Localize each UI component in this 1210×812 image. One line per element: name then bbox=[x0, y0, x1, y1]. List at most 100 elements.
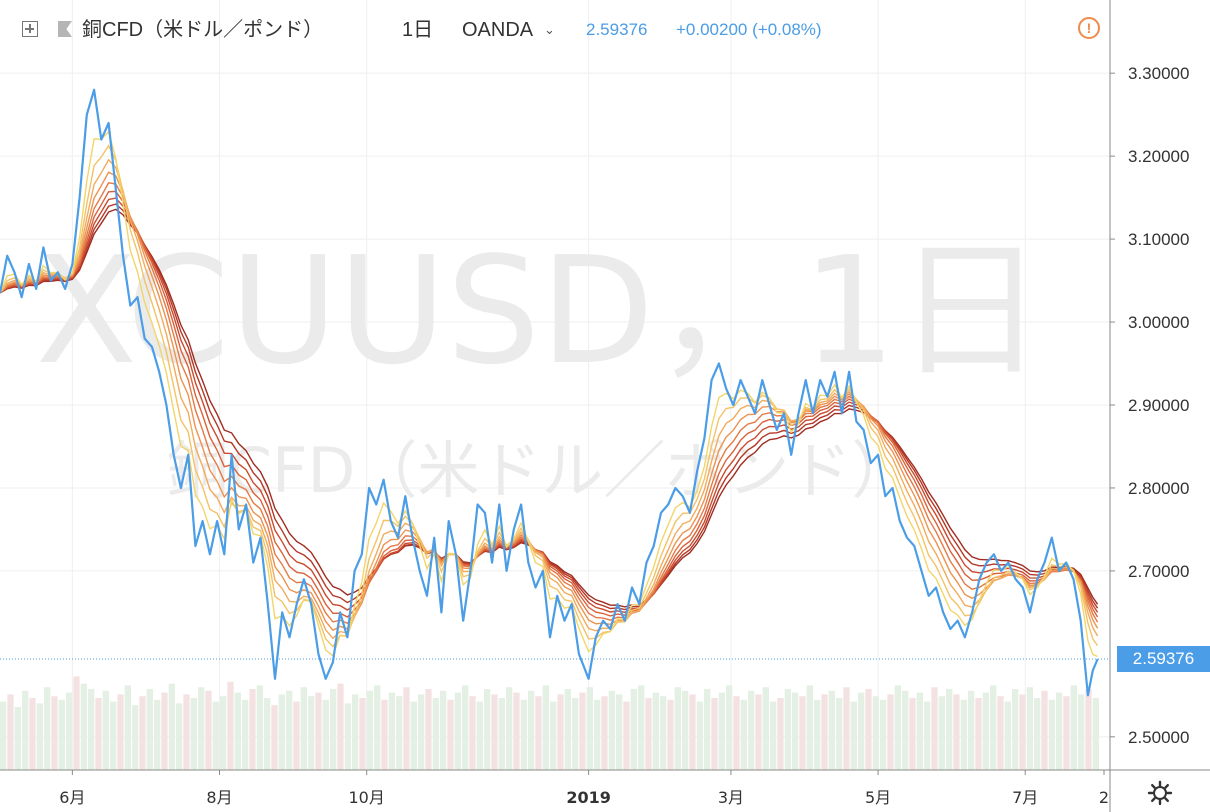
volume-bar bbox=[645, 698, 652, 770]
volume-bar bbox=[1026, 687, 1033, 770]
volume-bar bbox=[586, 687, 593, 770]
y-tick-label: 3.30000 bbox=[1128, 64, 1189, 83]
volume-bar bbox=[792, 692, 799, 770]
volume-bar bbox=[491, 694, 498, 770]
volume-bar bbox=[894, 685, 901, 770]
volume-bar bbox=[344, 703, 351, 770]
volume-bar bbox=[953, 694, 960, 770]
volume-bar bbox=[542, 685, 549, 770]
volume-bar bbox=[359, 698, 366, 770]
volume-bar bbox=[711, 698, 718, 770]
volume-bar bbox=[0, 701, 7, 770]
volume-bar bbox=[198, 687, 205, 770]
alert-circle-icon[interactable]: ! bbox=[1078, 17, 1100, 39]
volume-bar bbox=[139, 696, 146, 770]
volume-bar bbox=[212, 701, 219, 770]
volume-bar bbox=[909, 698, 916, 770]
volume-bar bbox=[535, 696, 542, 770]
volume-bar bbox=[498, 698, 505, 770]
gear-icon[interactable] bbox=[1147, 780, 1173, 806]
volume-bar bbox=[982, 692, 989, 770]
volume-bar bbox=[102, 690, 109, 770]
volume-bar bbox=[623, 701, 630, 770]
volume-bar bbox=[572, 698, 579, 770]
volume-bar bbox=[168, 683, 175, 770]
volume-bar bbox=[850, 701, 857, 770]
ma-line-25 bbox=[0, 171, 1099, 632]
volume-bar bbox=[462, 685, 469, 770]
volume-bar bbox=[630, 689, 637, 770]
volume-bar bbox=[264, 698, 271, 770]
symbol-label[interactable]: 銅CFD（米ドル／ポンド） bbox=[82, 19, 324, 41]
volume-bar bbox=[418, 694, 425, 770]
y-tick-label: 3.00000 bbox=[1128, 313, 1189, 332]
volume-bar bbox=[696, 701, 703, 770]
volume-bar bbox=[190, 698, 197, 770]
volume-bar bbox=[726, 685, 733, 770]
chevron-down-icon[interactable]: ⌄ bbox=[544, 22, 555, 37]
volume-bar bbox=[300, 687, 307, 770]
volume-bar bbox=[836, 698, 843, 770]
volume-bar bbox=[271, 705, 278, 770]
y-tick-label: 3.10000 bbox=[1128, 230, 1189, 249]
volume-bar bbox=[286, 690, 293, 770]
volume-bar bbox=[960, 699, 967, 770]
volume-bar bbox=[902, 690, 909, 770]
volume-bar bbox=[95, 698, 102, 770]
volume-bar bbox=[975, 698, 982, 770]
volume-bar bbox=[454, 692, 461, 770]
volume-bar bbox=[110, 701, 117, 770]
price-series bbox=[0, 88, 1099, 697]
plus-square-icon[interactable] bbox=[22, 21, 38, 37]
volume-bar bbox=[484, 689, 491, 770]
exchange-label[interactable]: OANDA bbox=[462, 19, 534, 41]
volume-bar bbox=[506, 687, 513, 770]
volume-bar bbox=[132, 705, 139, 770]
volume-bar bbox=[381, 699, 388, 770]
watermark-symbol: XCUUSD，1日 bbox=[36, 225, 1045, 397]
grid bbox=[0, 0, 1110, 770]
volume-bar bbox=[29, 698, 36, 770]
ma-line-35 bbox=[0, 190, 1099, 618]
volume-bar bbox=[528, 690, 535, 770]
volume-bar bbox=[176, 703, 183, 770]
volume-bar bbox=[161, 692, 168, 770]
volume-bar bbox=[1085, 689, 1092, 770]
volume-bar bbox=[814, 699, 821, 770]
volume-bar bbox=[733, 696, 740, 770]
volume-bar bbox=[22, 690, 29, 770]
volume-bar bbox=[315, 692, 322, 770]
flag-icon bbox=[58, 21, 72, 37]
x-tick-label: 7月 bbox=[1012, 788, 1038, 807]
volume-bar bbox=[770, 701, 777, 770]
volume-bar bbox=[946, 689, 953, 770]
volume-bar bbox=[1070, 685, 1077, 770]
volume-bar bbox=[667, 699, 674, 770]
volume-bar bbox=[1034, 698, 1041, 770]
volume-bar bbox=[1041, 690, 1048, 770]
volume-bar bbox=[968, 690, 975, 770]
volume-bar bbox=[579, 692, 586, 770]
volume-bar bbox=[227, 681, 234, 770]
volume-bar bbox=[880, 699, 887, 770]
volume-bar bbox=[14, 707, 21, 770]
volume-bar bbox=[740, 699, 747, 770]
volume-bar bbox=[36, 703, 43, 770]
volume-bar bbox=[425, 689, 432, 770]
volume-bar bbox=[858, 692, 865, 770]
x-tick-label: 2019 bbox=[566, 788, 611, 807]
y-tick-label: 2.80000 bbox=[1128, 479, 1189, 498]
volume-bar bbox=[931, 687, 938, 770]
volume-bar bbox=[513, 692, 520, 770]
volume-bar bbox=[1019, 694, 1026, 770]
volume-bar bbox=[755, 694, 762, 770]
volume-bar bbox=[366, 690, 373, 770]
volume-bar bbox=[220, 696, 227, 770]
volume-bar bbox=[124, 685, 131, 770]
volume-bar bbox=[249, 689, 256, 770]
volume-bar bbox=[806, 685, 813, 770]
volume-bar bbox=[843, 687, 850, 770]
interval-label[interactable]: 1日 bbox=[402, 19, 434, 41]
volume-bar bbox=[234, 692, 241, 770]
